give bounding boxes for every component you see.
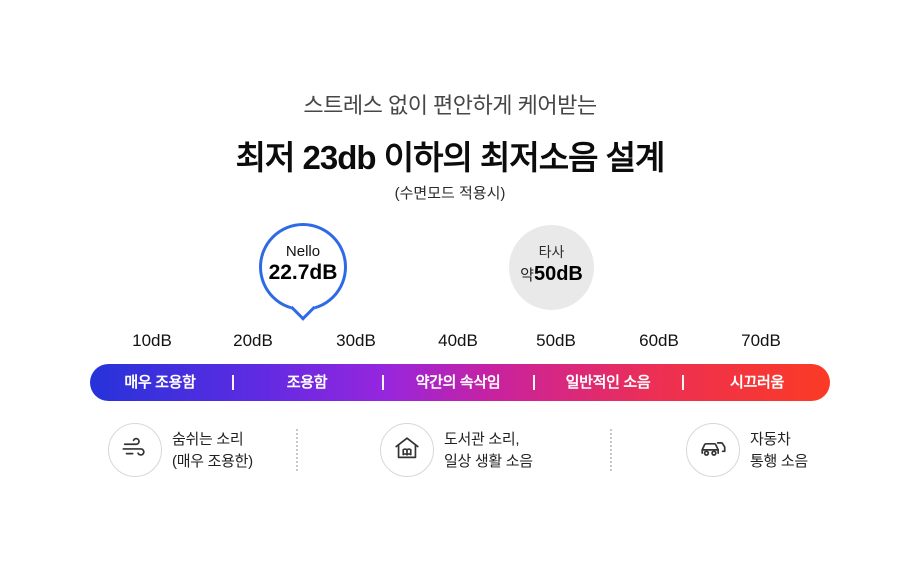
competitor-value-bubble: 타사 약50dB <box>509 225 594 310</box>
nello-db-value: 22.7dB <box>268 261 338 284</box>
legend-item-library <box>380 423 434 477</box>
legend-text-traffic: 자동차 통행 소음 <box>750 429 808 473</box>
zone-whisper: 약간의 속삭임 <box>415 374 501 391</box>
car-icon <box>698 433 728 468</box>
zone-very-quiet: 매우 조용함 <box>124 374 196 391</box>
wind-icon <box>120 433 150 468</box>
zone-divider <box>533 375 535 390</box>
competitor-db-number: 50dB <box>533 263 583 285</box>
legend-line: 통행 소음 <box>750 453 808 470</box>
zone-divider <box>382 375 384 390</box>
sleep-mode-note: (수면모드 적용시) <box>394 185 506 202</box>
legend-text-library: 도서관 소리, 일상 생활 소음 <box>444 429 533 473</box>
zone-divider <box>232 375 234 390</box>
zone-normal-noise: 일반적인 소음 <box>565 374 651 391</box>
legend-line: (매우 조용한) <box>172 453 253 470</box>
nello-label: Nello <box>285 243 321 260</box>
legend-line: 일상 생활 소음 <box>444 453 533 470</box>
approx-prefix: 약 <box>520 267 534 284</box>
zone-divider <box>682 375 684 390</box>
subtitle: 스트레스 없이 편안하게 케어받는 <box>303 93 597 118</box>
tick-20db: 20dB <box>233 331 273 350</box>
legend-item-traffic <box>686 423 740 477</box>
library-icon <box>392 433 422 468</box>
tick-60db: 60dB <box>639 331 679 350</box>
legend-text-breathing: 숨쉬는 소리 (매우 조용한) <box>172 429 253 473</box>
nello-value-bubble: Nello 22.7dB <box>259 223 347 321</box>
zone-quiet: 조용함 <box>286 374 328 391</box>
legend-divider <box>296 429 298 471</box>
competitor-db-value: 약50dB <box>509 263 594 286</box>
tick-10db: 10dB <box>132 331 172 350</box>
legend-divider <box>610 429 612 471</box>
tick-70db: 70dB <box>741 331 781 350</box>
bubble-pointer <box>290 295 316 321</box>
page-title: 최저 23db 이하의 최저소음 설계 <box>235 139 666 176</box>
noise-scale-bar: 매우 조용함 조용함 약간의 속삭임 일반적인 소음 시끄러움 <box>90 364 830 401</box>
tick-50db: 50dB <box>536 331 576 350</box>
tick-40db: 40dB <box>438 331 478 350</box>
zone-loud: 시끄러움 <box>729 374 785 391</box>
competitor-label: 타사 <box>538 244 565 260</box>
legend-line: 도서관 소리, <box>444 431 520 448</box>
legend-line: 자동차 <box>750 431 791 448</box>
legend-item-breathing <box>108 423 162 477</box>
tick-30db: 30dB <box>336 331 376 350</box>
legend-line: 숨쉬는 소리 <box>172 431 244 448</box>
